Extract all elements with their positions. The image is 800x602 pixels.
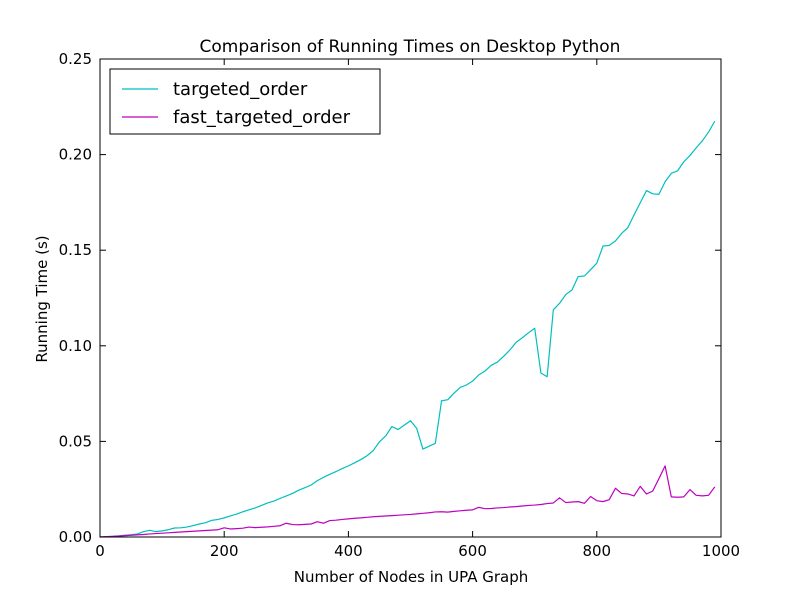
y-tick-label: 0.25 [59, 50, 92, 68]
y-tick-label: 0.05 [59, 432, 92, 450]
y-tick-label: 0.15 [59, 241, 92, 259]
y-tick-label: 0.00 [59, 528, 92, 546]
x-tick-label: 1000 [702, 542, 740, 560]
legend-box [109, 68, 381, 135]
y-axis-label: Running Time (s) [33, 235, 51, 362]
legend: targeted_order fast_targeted_order [109, 68, 381, 135]
x-tick-label: 600 [458, 542, 487, 560]
series-line-targeted-order [99, 120, 716, 538]
x-tick-label: 0 [95, 542, 105, 560]
legend-label: targeted_order [173, 79, 308, 100]
x-tick-label: 200 [210, 542, 239, 560]
y-tick-label: 0.20 [59, 146, 92, 164]
series-layer [99, 120, 716, 538]
x-tick-label: 400 [334, 542, 363, 560]
y-tick-label: 0.10 [59, 337, 92, 355]
axis-ticks: 0 200 400 600 800 1000 0.00 0.05 0.10 0.15 0.20 0.2… [59, 50, 741, 560]
x-axis-label: Number of Nodes in UPA Graph [294, 568, 529, 586]
chart-title: Comparison of Running Times on Desktop P… [200, 37, 621, 57]
series-line-fast-targeted-order [99, 465, 716, 538]
x-tick-label: 800 [582, 542, 611, 560]
legend-label: fast_targeted_order [173, 107, 351, 128]
plot-frame [99, 58, 722, 538]
